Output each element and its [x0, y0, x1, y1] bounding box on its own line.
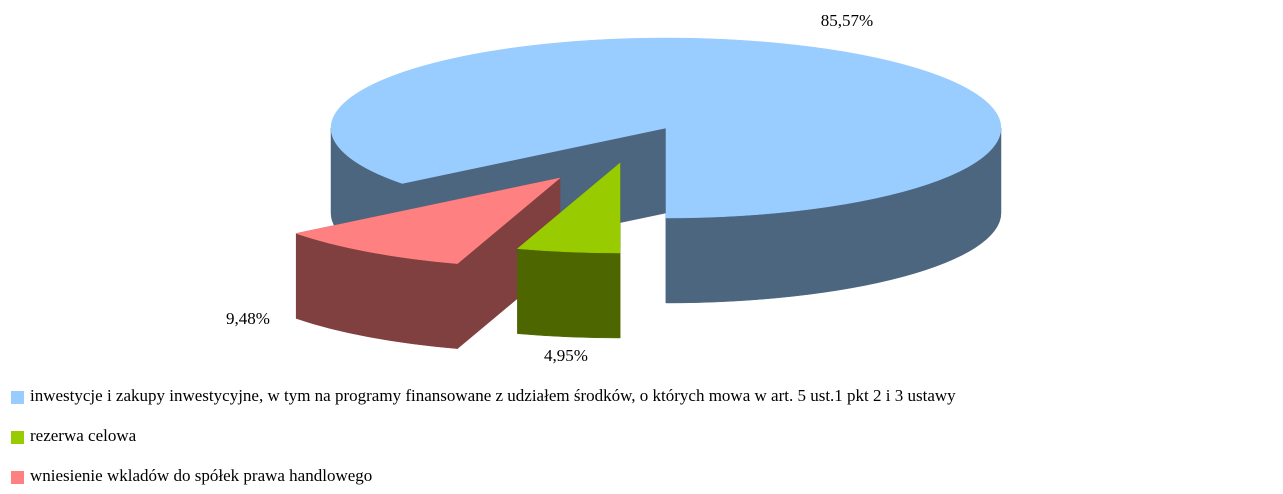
legend-swatch	[11, 471, 24, 484]
data-label: 9,48%	[226, 309, 270, 328]
slice	[516, 162, 621, 254]
legend-label: inwestycje i zakupy inwestycyjne, w tym …	[30, 386, 956, 405]
legend-swatch	[11, 391, 24, 404]
data-label: 4,95%	[544, 346, 588, 365]
slice	[295, 177, 561, 264]
legend-label: rezerwa celowa	[30, 426, 137, 445]
slice-side	[517, 248, 621, 339]
data-label: 85,57%	[821, 11, 873, 30]
legend-swatch	[11, 431, 24, 444]
slice	[330, 37, 1002, 219]
legend-label: wniesienie wkladów do spółek prawa handl…	[30, 466, 372, 485]
